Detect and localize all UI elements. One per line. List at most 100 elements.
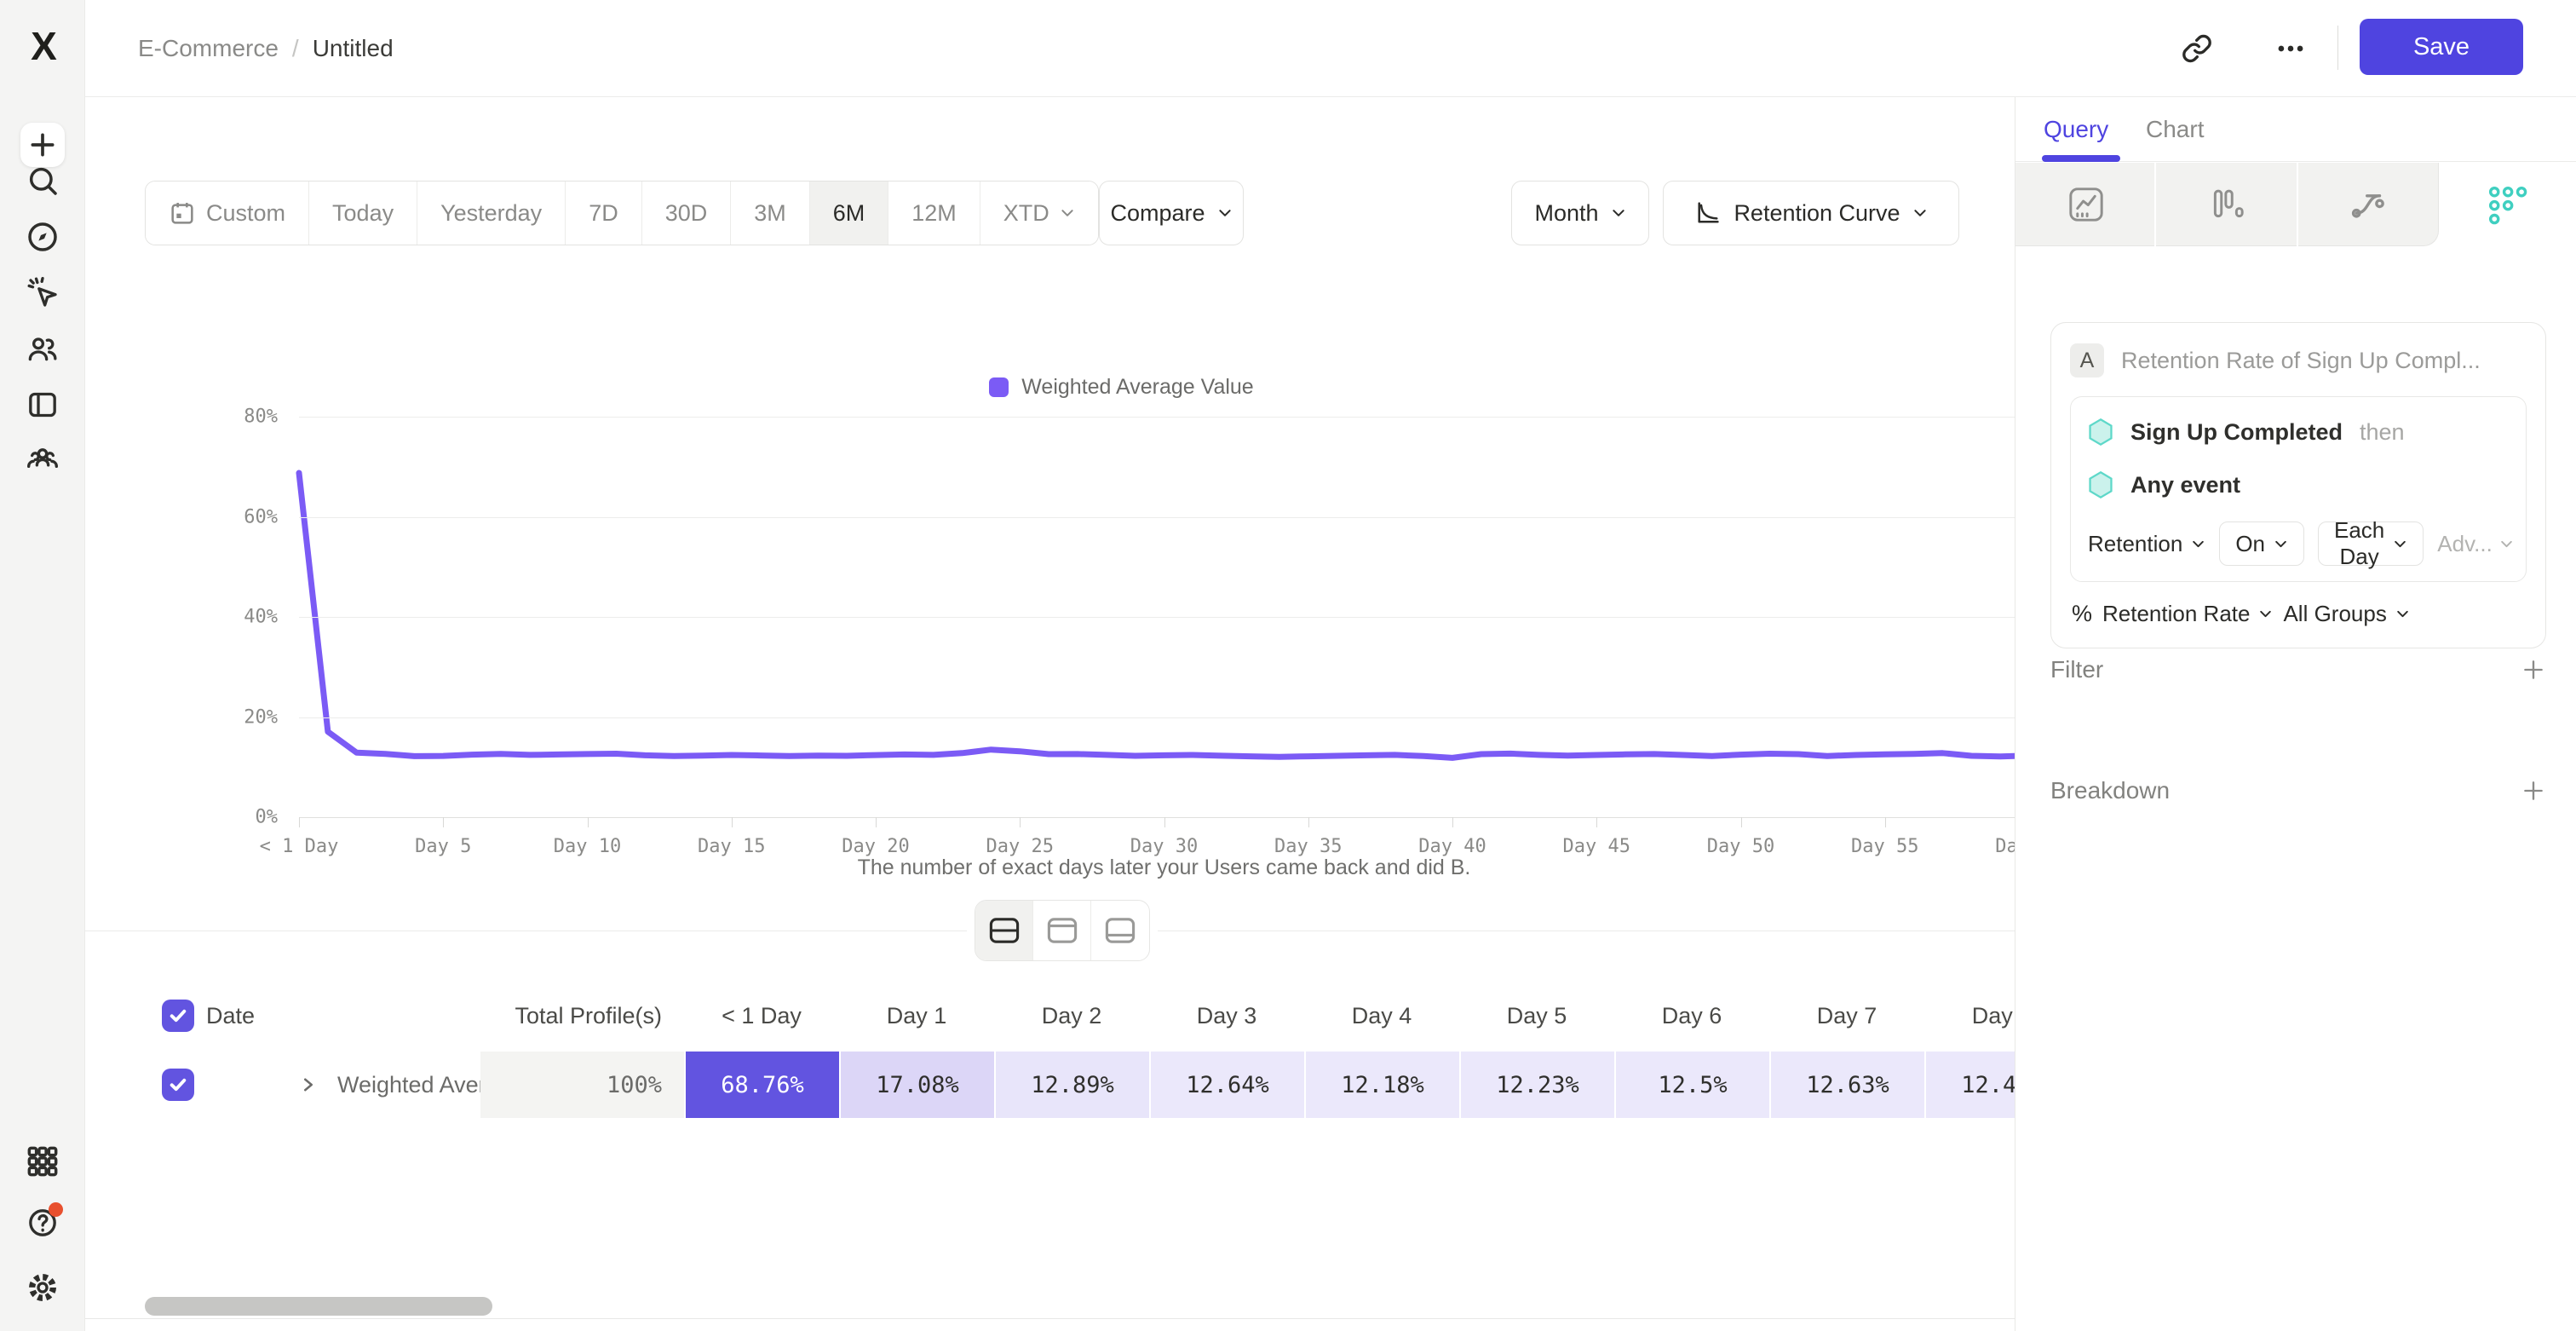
plus-icon — [2521, 657, 2546, 683]
report-canvas: Custom Today Yesterday 7D 30D 3M 6M 12M XTD Comp… — [85, 97, 2015, 1319]
breadcrumb-page-title[interactable]: Untitled — [312, 35, 394, 61]
retention-chart: < 1 Day Day 5 Day 10 Day 15 Day 20 Day 25 Day … — [260, 417, 2015, 857]
y-tick-label: 60% — [244, 506, 278, 527]
table-cell[interactable]: 12.5% — [1614, 1052, 1769, 1118]
bucket-dropdown[interactable]: Each Day — [2318, 517, 2424, 569]
date-range-12m[interactable]: 12M — [888, 182, 980, 245]
notification-dot — [49, 1202, 63, 1217]
column-header[interactable]: Day 8 — [1971, 1002, 2015, 1028]
date-range-xtd[interactable]: XTD — [980, 182, 1098, 245]
compare-button[interactable]: Compare — [1099, 181, 1244, 245]
table-cell[interactable]: 12.45% — [1924, 1052, 2015, 1118]
returning-event-row[interactable]: Any event — [2088, 458, 2509, 511]
report-flows-button[interactable] — [2301, 163, 2437, 246]
retention-mode-dropdown[interactable]: Retention — [2088, 531, 2205, 557]
granularity-dropdown[interactable]: Month — [1511, 181, 1649, 245]
table-cell[interactable]: 68.76% — [684, 1052, 839, 1118]
search-button[interactable] — [20, 158, 65, 203]
table-cell[interactable]: 17.08% — [839, 1052, 994, 1118]
x-tick-label: Day 60 — [1995, 836, 2015, 857]
x-tick-mark — [299, 817, 300, 827]
breadcrumb-section[interactable]: E-Commerce — [138, 35, 279, 61]
column-header-date[interactable]: Date — [206, 1002, 256, 1028]
add-breakdown-button[interactable] — [2521, 778, 2546, 804]
groups-dropdown[interactable]: All Groups — [2283, 601, 2409, 627]
active-tab-underline — [2042, 155, 2120, 162]
metric-dropdown[interactable]: Retention Rate — [2102, 601, 2273, 627]
cohorts-button[interactable] — [20, 438, 65, 482]
users-button[interactable] — [20, 327, 65, 372]
column-header[interactable]: Day 7 — [1816, 1002, 1877, 1028]
advanced-dropdown[interactable]: Adv... — [2437, 531, 2514, 557]
date-range-yesterday[interactable]: Yesterday — [417, 182, 566, 245]
on-dropdown[interactable]: On — [2219, 521, 2304, 566]
table-cell[interactable]: 12.18% — [1304, 1052, 1459, 1118]
view-split-button[interactable] — [975, 901, 1033, 960]
x-tick-label: Day 15 — [698, 836, 766, 857]
report-insights-button[interactable] — [2018, 163, 2154, 246]
date-range-custom[interactable]: Custom — [146, 182, 310, 245]
chart-legend[interactable]: Weighted Average Value — [214, 375, 2015, 400]
filter-label: Filter — [2050, 656, 2104, 683]
apps-grid-button[interactable] — [20, 1139, 65, 1184]
report-funnels-button[interactable] — [2159, 163, 2295, 246]
horizontal-scrollbar-thumb[interactable] — [145, 1297, 492, 1316]
mixpanel-logo: X — [31, 24, 57, 68]
returning-event-name[interactable]: Any event — [2130, 471, 2241, 498]
table-cell[interactable]: 12.89% — [994, 1052, 1149, 1118]
date-range-30d[interactable]: 30D — [641, 182, 732, 245]
chevron-down-icon — [1217, 205, 1233, 221]
events-button[interactable] — [20, 270, 65, 314]
tab-query[interactable]: Query — [2044, 97, 2108, 162]
date-range-6m[interactable]: 6M — [809, 182, 889, 245]
column-header[interactable]: Total Profile(s) — [515, 1002, 662, 1028]
retention-mode-label: Retention — [2088, 530, 2183, 556]
percent-symbol: % — [2072, 601, 2093, 626]
boards-button[interactable] — [20, 383, 65, 427]
settings-button[interactable] — [20, 1265, 65, 1310]
save-button[interactable]: Save — [2360, 19, 2523, 75]
on-label: On — [2235, 530, 2265, 556]
create-button[interactable] — [20, 123, 65, 167]
table-cell[interactable]: 12.23% — [1459, 1052, 1614, 1118]
column-header[interactable]: Day 3 — [1196, 1002, 1257, 1028]
more-actions-button[interactable] — [2271, 29, 2310, 68]
date-range-7d[interactable]: 7D — [566, 182, 642, 245]
strip-separator — [2154, 163, 2156, 246]
tab-chart[interactable]: Chart — [2146, 97, 2204, 162]
row-expand-chevron[interactable] — [300, 1076, 317, 1093]
date-range-3m[interactable]: 3M — [731, 182, 810, 245]
help-button[interactable] — [20, 1201, 65, 1245]
date-range-today[interactable]: Today — [309, 182, 418, 245]
table-cell[interactable]: 12.64% — [1149, 1052, 1304, 1118]
table-cell[interactable]: 12.63% — [1769, 1052, 1924, 1118]
retention-dots-icon — [2486, 183, 2528, 226]
retention-line-series[interactable] — [296, 417, 2015, 817]
x-tick-label: Day 10 — [553, 836, 622, 857]
gridline-80 — [299, 417, 2015, 418]
report-retention-button[interactable] — [2439, 163, 2575, 246]
column-header[interactable]: Day 5 — [1506, 1002, 1567, 1028]
row-checkbox[interactable] — [162, 1069, 194, 1101]
select-all-checkbox[interactable] — [162, 1000, 194, 1032]
column-header[interactable]: Day 1 — [886, 1002, 947, 1028]
copy-link-button[interactable] — [2177, 29, 2217, 68]
y-tick-label: 80% — [244, 406, 278, 428]
view-table-only-button[interactable] — [1091, 901, 1149, 960]
retention-curve-icon — [1694, 199, 1722, 227]
first-event-row[interactable]: Sign Up Completed then — [2088, 406, 2509, 458]
column-header[interactable]: < 1 Day — [722, 1002, 802, 1028]
view-chart-only-button[interactable] — [1033, 901, 1091, 960]
x-tick-mark — [876, 817, 877, 827]
discover-button[interactable] — [20, 215, 65, 259]
first-event-name[interactable]: Sign Up Completed — [2130, 418, 2343, 445]
column-header[interactable]: Day 6 — [1661, 1002, 1722, 1028]
column-header[interactable]: Day 4 — [1351, 1002, 1412, 1028]
table-cell[interactable]: 100% — [480, 1052, 684, 1118]
chart-type-dropdown[interactable]: Retention Curve — [1663, 181, 1959, 245]
x-tick-label: Day 25 — [986, 836, 1054, 857]
x-tick-label: Day 5 — [415, 836, 472, 857]
add-filter-button[interactable] — [2521, 657, 2546, 683]
column-header[interactable]: Day 2 — [1041, 1002, 1102, 1028]
